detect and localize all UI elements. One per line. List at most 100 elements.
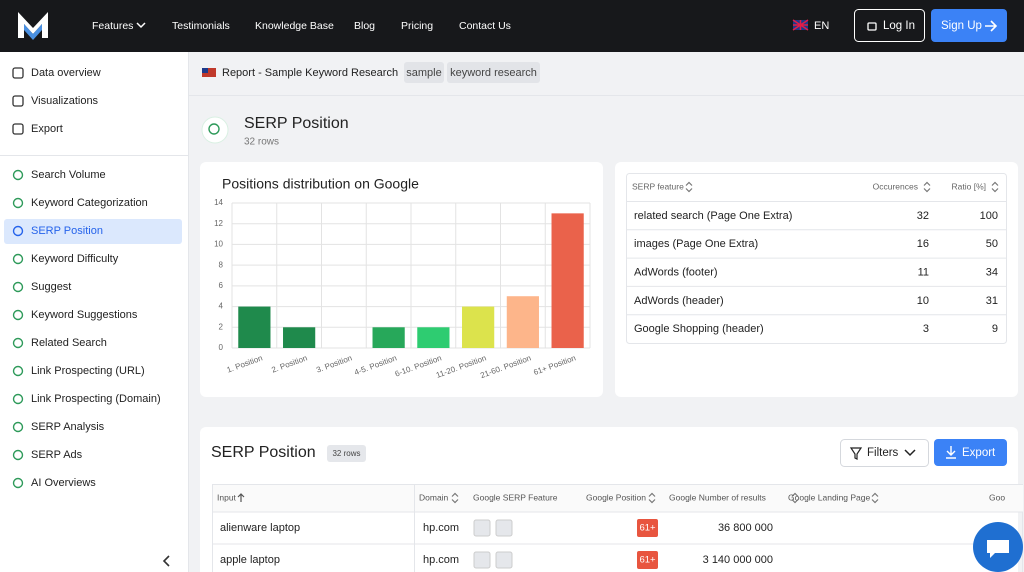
bar xyxy=(372,327,405,348)
sidebar-item[interactable]: Keyword Categorization xyxy=(31,197,148,209)
active-item xyxy=(4,219,182,244)
menu-icon xyxy=(12,95,24,107)
table-cell: 9 xyxy=(992,323,998,335)
y-tick-label: 0 xyxy=(219,343,224,352)
filter-icon xyxy=(849,447,863,460)
sidebar-item[interactable]: Related Search xyxy=(31,337,107,349)
sidebar-item[interactable]: AI Overviews xyxy=(31,477,96,489)
bar xyxy=(551,213,584,348)
table-cell: AdWords (header) xyxy=(634,295,724,307)
table-cell: 31 xyxy=(986,295,998,307)
signup-button[interactable] xyxy=(931,9,1007,42)
filters-button[interactable] xyxy=(840,439,929,467)
column-header[interactable]: Ratio [%] xyxy=(952,181,987,191)
nav-link[interactable]: Knowledge Base xyxy=(255,20,334,32)
chat-icon xyxy=(987,540,1009,558)
sidebar-item[interactable]: Suggest xyxy=(31,281,71,293)
y-tick-label: 6 xyxy=(219,281,224,290)
tag-label: keyword research xyxy=(450,67,537,79)
row-count: 32 rows xyxy=(332,449,360,458)
y-tick-label: 14 xyxy=(214,198,223,207)
column-header[interactable]: Google Position xyxy=(586,492,646,502)
sort-icon xyxy=(685,181,693,193)
header-icon xyxy=(201,116,229,144)
filters-label[interactable]: Filters xyxy=(867,447,899,459)
login-label[interactable]: Log In xyxy=(883,20,915,32)
logo-accent xyxy=(24,24,42,40)
y-tick-label: 12 xyxy=(214,219,223,228)
tool-icon xyxy=(12,281,24,293)
table-cell: 34 xyxy=(986,267,998,279)
column-header[interactable]: Input xyxy=(217,492,237,502)
input-cell: alienware laptop xyxy=(220,522,300,534)
table-cell: 100 xyxy=(980,210,998,222)
column-header[interactable]: Google Landing Page xyxy=(788,492,871,502)
column-header[interactable]: Google Number of results xyxy=(669,492,766,502)
sort-icon xyxy=(451,492,459,504)
nav-link[interactable]: Testimonials xyxy=(172,20,230,32)
tool-icon xyxy=(12,365,24,377)
column-header[interactable]: Goo xyxy=(989,492,1005,502)
tool-icon xyxy=(12,421,24,433)
tool-icon xyxy=(12,449,24,461)
serp-feature-icon xyxy=(473,519,491,537)
sidebar-item[interactable]: Search Volume xyxy=(31,169,106,181)
table-cell: 32 xyxy=(917,210,929,222)
column-header[interactable]: Occurences xyxy=(873,181,918,191)
nav-link[interactable]: Blog xyxy=(354,20,375,32)
lock-icon xyxy=(867,22,877,31)
export-button[interactable] xyxy=(934,439,1007,466)
y-tick-label: 2 xyxy=(219,322,224,331)
chevron-down xyxy=(136,22,146,29)
flag-us xyxy=(202,68,216,77)
nav-link[interactable]: Pricing xyxy=(401,20,433,32)
sidebar xyxy=(0,52,188,572)
results-count-cell: 3 140 000 000 xyxy=(703,554,773,566)
position-cell: 61+ xyxy=(639,555,656,566)
sidebar-item[interactable]: SERP Analysis xyxy=(31,421,105,433)
tool-icon xyxy=(12,337,24,349)
y-tick-label: 10 xyxy=(214,240,223,249)
results-title: SERP Position xyxy=(211,444,316,461)
nav-link[interactable]: Contact Us xyxy=(459,20,511,32)
download-icon xyxy=(946,446,956,459)
sidebar-item[interactable]: Export xyxy=(31,123,63,135)
domain-cell: hp.com xyxy=(423,554,459,566)
sidebar-item[interactable]: SERP Ads xyxy=(31,449,83,461)
bar xyxy=(417,327,450,348)
tool-icon xyxy=(12,197,24,209)
sort-icon xyxy=(791,492,799,504)
signup-label[interactable]: Sign Up xyxy=(941,20,982,32)
results-table xyxy=(212,484,1023,572)
flag-uk-cross xyxy=(792,19,809,31)
collapse-chevron[interactable] xyxy=(162,555,170,567)
sidebar-item[interactable]: Link Prospecting (Domain) xyxy=(31,393,161,405)
column-header[interactable]: SERP feature xyxy=(632,181,684,191)
sort-up-icon xyxy=(237,493,245,502)
tag xyxy=(404,62,444,83)
nav-link[interactable]: Features xyxy=(92,20,133,32)
login-button[interactable] xyxy=(854,9,925,42)
report-name: Report - Sample Keyword Research xyxy=(222,67,398,79)
sidebar-item[interactable]: SERP Position xyxy=(31,225,103,237)
tool-icon xyxy=(12,253,24,265)
column-header[interactable]: Google SERP Feature xyxy=(473,492,558,502)
sidebar-item[interactable]: Keyword Difficulty xyxy=(31,253,119,265)
position-badge xyxy=(637,519,658,537)
export-label[interactable]: Export xyxy=(962,447,996,459)
sidebar-item[interactable]: Link Prospecting (URL) xyxy=(31,365,145,377)
sidebar-item[interactable]: Keyword Suggestions xyxy=(31,309,138,321)
language[interactable]: EN xyxy=(814,20,829,32)
sidebar-item[interactable]: Visualizations xyxy=(31,95,99,107)
column-header[interactable]: Domain xyxy=(419,492,449,502)
position-badge xyxy=(637,551,658,569)
flag-us-canton xyxy=(202,68,208,73)
row-count-badge xyxy=(327,445,366,462)
sidebar-item[interactable]: Data overview xyxy=(31,67,101,79)
sort-icon xyxy=(648,492,656,504)
chevron-down xyxy=(904,449,916,457)
tool-icon xyxy=(12,225,24,237)
sort-icon xyxy=(923,181,931,193)
